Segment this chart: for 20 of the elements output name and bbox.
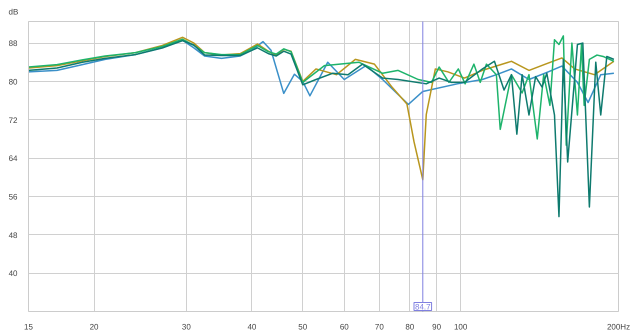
- y-tick-label: 80: [8, 77, 18, 86]
- y-tick-label: 64: [8, 154, 18, 164]
- x-tick-label: 40: [247, 322, 257, 332]
- x-tick-label: 50: [298, 322, 308, 332]
- x-tick-label: 200Hz: [606, 322, 630, 332]
- x-tick-label: 80: [405, 322, 415, 332]
- y-tick-label: 48: [8, 230, 18, 240]
- ref-line-label: 84.7: [415, 302, 432, 312]
- x-tick-label: 70: [374, 322, 384, 332]
- x-tick-label: 20: [90, 322, 100, 332]
- y-tick-label: 88: [8, 39, 18, 48]
- y-tick-label: 56: [8, 192, 18, 202]
- y-tick-label: 72: [8, 116, 18, 125]
- x-tick-label: 30: [182, 322, 192, 332]
- x-tick-label: 90: [432, 322, 442, 332]
- x-tick-label: 100: [454, 322, 468, 332]
- y-axis-title: dB: [8, 8, 18, 16]
- x-tick-label: 15: [24, 322, 34, 332]
- x-tick-label: 60: [340, 322, 350, 332]
- y-tick-label: 40: [8, 269, 18, 278]
